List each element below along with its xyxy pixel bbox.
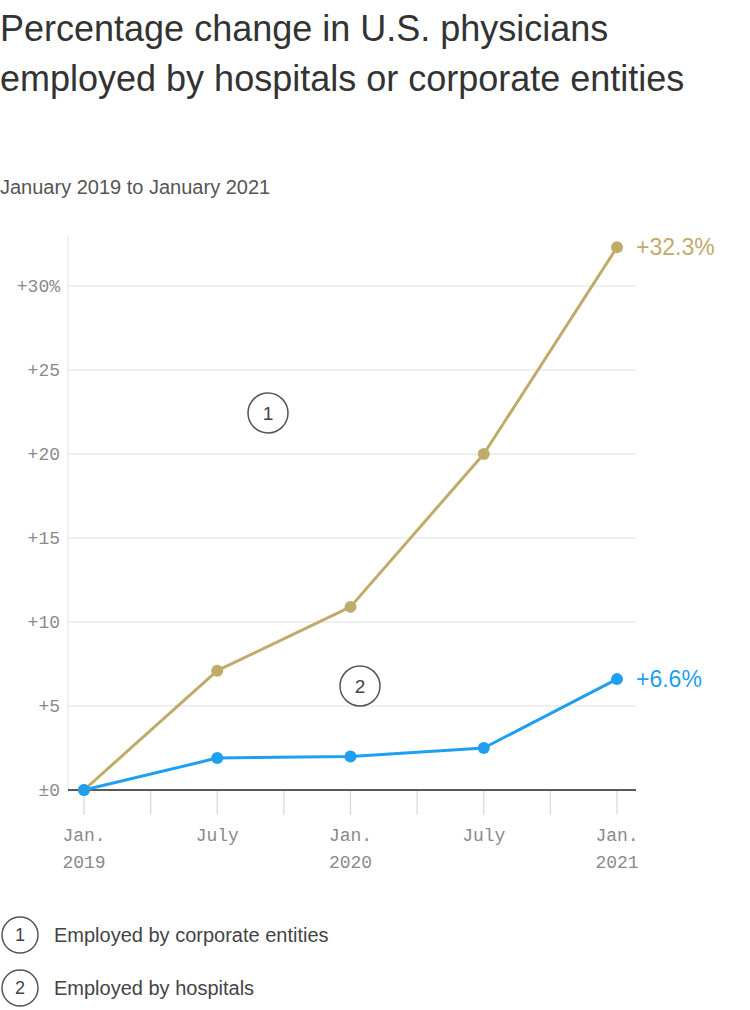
x-tick-label-line: 2020 xyxy=(329,853,372,873)
grid-line xyxy=(68,285,636,286)
x-tick-label: Jan. 2019 xyxy=(62,826,105,873)
series-point xyxy=(211,752,223,764)
badge-circle xyxy=(340,666,380,706)
x-tick xyxy=(217,791,218,815)
x-tick xyxy=(483,791,484,815)
x-tick xyxy=(417,791,418,815)
series-point xyxy=(78,784,90,796)
legend-label: Employed by hospitals xyxy=(54,977,254,999)
data-label: +32.3% xyxy=(636,234,715,260)
plot-area xyxy=(78,241,623,796)
x-tick xyxy=(550,791,551,815)
series-point xyxy=(211,665,223,677)
x-tick-label: July xyxy=(462,826,505,846)
y-tick-label: +15 xyxy=(28,529,60,549)
subtitle: January 2019 to January 2021 xyxy=(0,176,270,199)
y-tick-label: +5 xyxy=(38,697,60,717)
series-point xyxy=(478,448,490,460)
badge-circle xyxy=(248,393,288,433)
x-tick-label-line: Jan. xyxy=(62,826,105,846)
y-tick-label: +10 xyxy=(28,613,60,633)
x-tick xyxy=(150,791,151,815)
x-tick-label: Jan. 2020 xyxy=(329,826,372,873)
x-tick-label-line: July xyxy=(462,826,505,846)
series-point xyxy=(611,241,623,253)
badge-label: 1 xyxy=(263,403,274,424)
x-tick xyxy=(350,791,351,815)
x-tick xyxy=(283,791,284,815)
series-point xyxy=(478,742,490,754)
x-tick-label: Jan. 2021 xyxy=(595,826,638,873)
x-tick-label-line: July xyxy=(196,826,239,846)
data-label: +6.6% xyxy=(636,666,702,692)
grid-line xyxy=(68,705,636,706)
series-point xyxy=(345,601,357,613)
badge-label: 2 xyxy=(15,978,25,998)
x-tick-label: July xyxy=(196,826,239,846)
title: Percentage change in U.S. physicians emp… xyxy=(0,4,690,104)
series-point xyxy=(78,784,90,796)
x-tick-label-line: 2019 xyxy=(62,853,105,873)
grid-line xyxy=(68,537,636,538)
badge-circle xyxy=(2,970,38,1006)
y-axis-line xyxy=(68,236,69,790)
series-line xyxy=(84,247,617,790)
x-tick-label-line: Jan. xyxy=(595,826,638,846)
badge-label: 2 xyxy=(355,676,366,697)
y-tick-label: ±0 xyxy=(38,781,60,801)
badge-label: 1 xyxy=(15,925,25,945)
y-tick-label: +30% xyxy=(17,277,60,297)
chart: ±0 +5 +10 +15 +20 +25 +30% Jan. 2019 July Jan. 2020… xyxy=(0,0,750,1010)
grid-line xyxy=(68,621,636,622)
legend-label: Employed by corporate entities xyxy=(54,924,329,946)
badge-circle xyxy=(2,917,38,953)
x-tick-label-line: Jan. xyxy=(329,826,372,846)
grid-line xyxy=(68,453,636,454)
y-tick-label: +20 xyxy=(28,445,60,465)
series-point xyxy=(345,750,357,762)
y-tick-label: +25 xyxy=(28,361,60,381)
x-tick-label-line: 2021 xyxy=(595,853,638,873)
series-point xyxy=(611,673,623,685)
x-tick xyxy=(616,791,617,815)
grid-line xyxy=(68,369,636,370)
baseline xyxy=(68,789,636,791)
